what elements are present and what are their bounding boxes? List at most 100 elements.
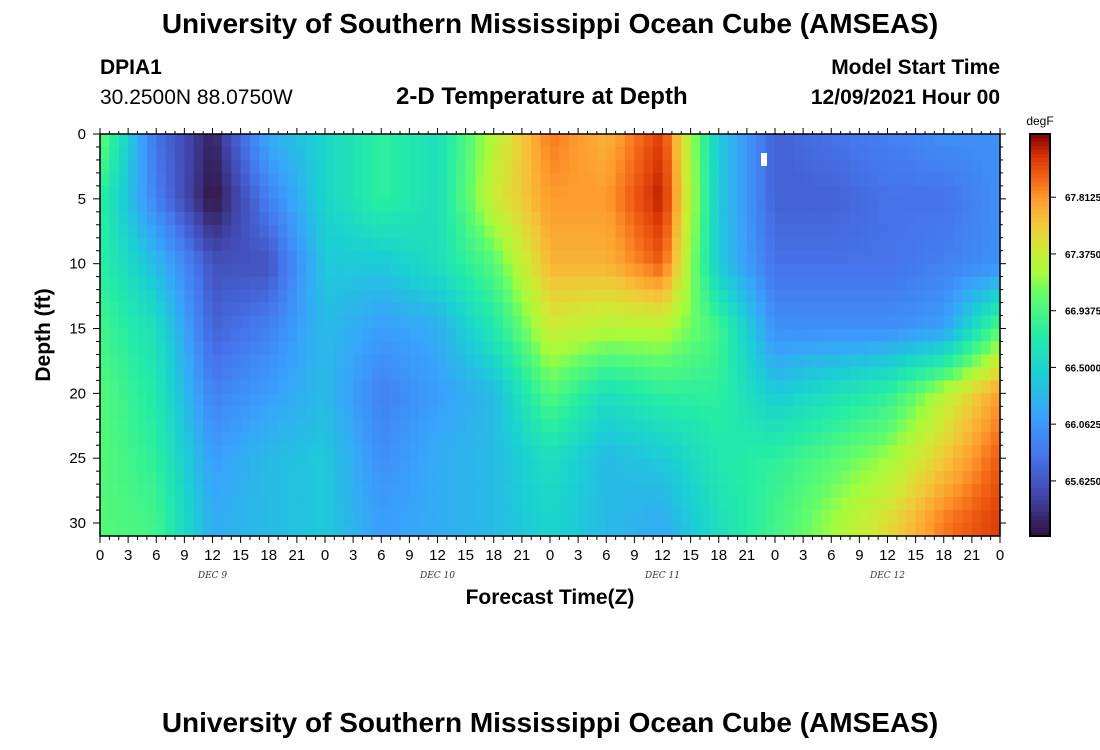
heatmap-cell	[287, 497, 298, 511]
heatmap-cell	[259, 159, 270, 174]
heatmap-cell	[250, 302, 260, 317]
heatmap-cell	[868, 367, 879, 381]
heatmap-cell	[728, 367, 739, 381]
heatmap-cell	[437, 185, 448, 200]
colorbar-segment	[1030, 495, 1050, 501]
heatmap-cell	[118, 497, 129, 511]
heatmap-cell	[784, 250, 795, 265]
heatmap-cell	[934, 445, 945, 459]
heatmap-cell	[718, 146, 729, 161]
heatmap-cell	[606, 484, 617, 498]
heatmap-cell	[643, 237, 654, 252]
heatmap-cell	[390, 211, 401, 226]
heatmap-cell	[887, 302, 898, 317]
heatmap-cell	[671, 497, 682, 511]
heatmap-cell	[531, 172, 542, 187]
heatmap-cell	[840, 419, 851, 433]
heatmap-cell	[765, 367, 776, 381]
heatmap-cell	[840, 484, 851, 498]
heatmap-cell	[896, 484, 907, 498]
heatmap-cell	[540, 198, 551, 213]
heatmap-cell	[615, 250, 626, 265]
heatmap-cell	[353, 224, 364, 239]
heatmap-cell	[925, 302, 935, 317]
heatmap-cell	[746, 445, 757, 459]
heatmap-cell	[587, 198, 598, 213]
heatmap-cell	[868, 289, 879, 304]
heatmap-cell	[587, 471, 598, 485]
colorbar-segment	[1030, 278, 1050, 284]
heatmap-cell	[831, 198, 842, 213]
heatmap-cell	[465, 289, 476, 304]
heatmap-cell	[165, 393, 176, 407]
heatmap-cell	[193, 523, 204, 537]
heatmap-cell	[465, 523, 476, 537]
heatmap-cell	[446, 328, 457, 343]
heatmap-cell	[840, 159, 851, 174]
heatmap-cell	[578, 302, 589, 317]
heatmap-cell	[859, 302, 870, 317]
heatmap-cell	[559, 289, 570, 304]
heatmap-cell	[484, 432, 495, 446]
heatmap-cell	[737, 159, 748, 174]
heatmap-cell	[259, 250, 270, 265]
heatmap-cell	[700, 211, 710, 226]
heatmap-cell	[971, 354, 982, 369]
heatmap-cell	[859, 198, 870, 213]
heatmap-cell	[812, 328, 823, 343]
heatmap-cell	[203, 276, 214, 291]
heatmap-cell	[137, 406, 148, 420]
heatmap-cell	[850, 445, 860, 459]
heatmap-cell	[371, 263, 382, 278]
heatmap-cell	[615, 458, 626, 472]
heatmap-cell	[250, 250, 260, 265]
heatmap-cell	[784, 419, 795, 433]
heatmap-cell	[953, 432, 964, 446]
heatmap-cell	[484, 198, 495, 213]
heatmap-cell	[821, 276, 832, 291]
heatmap-cell	[596, 497, 607, 511]
heatmap-cell	[878, 276, 889, 291]
heatmap-cell	[400, 341, 410, 356]
heatmap-cell	[118, 484, 129, 498]
heatmap-cell	[934, 354, 945, 369]
heatmap-cell	[709, 185, 720, 200]
x-tick-label: 18	[260, 547, 277, 564]
heatmap-cell	[503, 211, 514, 226]
heatmap-cell	[296, 393, 307, 407]
heatmap-cell	[578, 406, 589, 420]
heatmap-cell	[428, 146, 439, 161]
heatmap-cell	[906, 224, 917, 239]
heatmap-cell	[887, 211, 898, 226]
heatmap-cell	[306, 211, 317, 226]
heatmap-cell	[681, 224, 692, 239]
heatmap-cell	[146, 406, 157, 420]
heatmap-cell	[615, 302, 626, 317]
heatmap-cell	[709, 510, 720, 524]
heatmap-cell	[971, 185, 982, 200]
heatmap-cell	[493, 471, 504, 485]
heatmap-cell	[896, 328, 907, 343]
heatmap-cell	[840, 406, 851, 420]
heatmap-cell	[109, 198, 120, 213]
heatmap-cell	[109, 276, 120, 291]
heatmap-cell	[962, 211, 973, 226]
heatmap-cell	[559, 484, 570, 498]
heatmap-cell	[343, 250, 354, 265]
heatmap-cell	[325, 393, 335, 407]
heatmap-cell	[381, 341, 392, 356]
heatmap-cell	[203, 380, 214, 394]
heatmap-cell	[400, 172, 410, 187]
heatmap-cell	[362, 367, 373, 381]
heatmap-cell	[390, 432, 401, 446]
heatmap-cell	[737, 198, 748, 213]
heatmap-cell	[728, 510, 739, 524]
heatmap-cell	[887, 185, 898, 200]
heatmap-cell	[484, 134, 495, 148]
heatmap-cell	[578, 315, 589, 330]
heatmap-cell	[634, 497, 645, 511]
heatmap-cell	[587, 263, 598, 278]
heatmap-cell	[775, 134, 785, 148]
heatmap-cell	[981, 341, 992, 356]
heatmap-cell	[934, 185, 945, 200]
